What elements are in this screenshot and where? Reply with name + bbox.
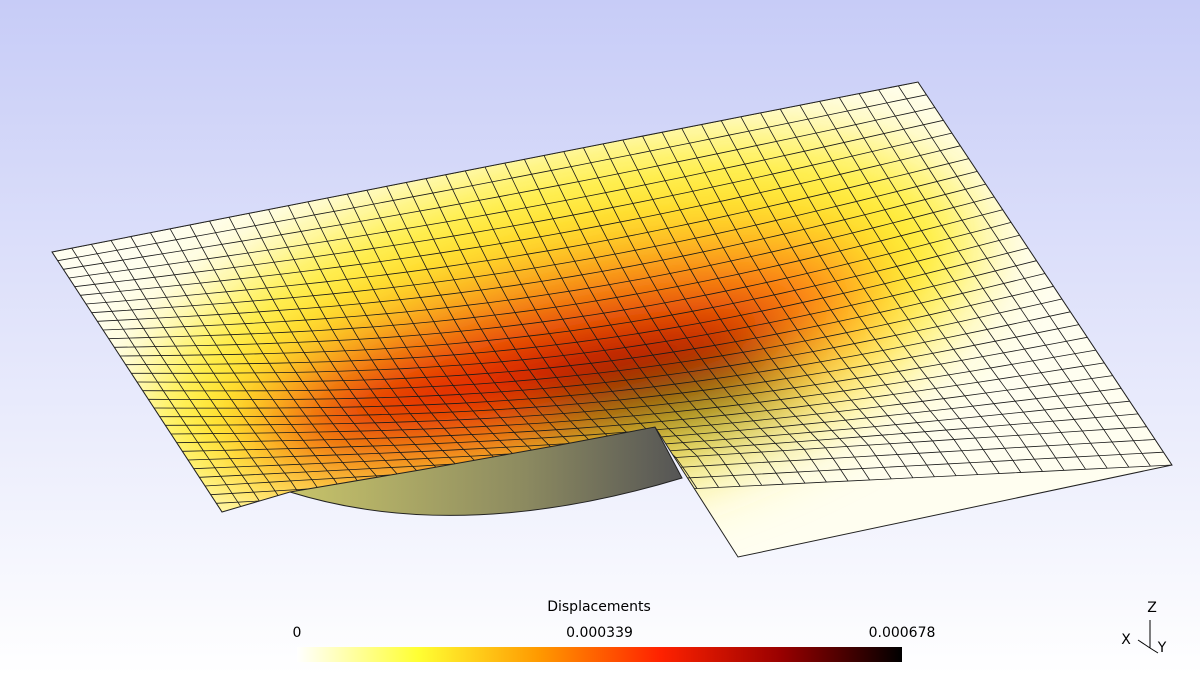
mesh-line	[148, 298, 1062, 400]
colorbar-tick-label: 0.000339	[566, 625, 633, 641]
mesh-line	[68, 119, 944, 279]
mesh-line	[63, 107, 935, 270]
mesh-line	[91, 171, 978, 314]
plate-surface	[52, 82, 1172, 557]
mesh-line	[97, 183, 986, 322]
mesh-line	[131, 260, 1037, 374]
colorbar-tick-label: 0	[293, 625, 302, 641]
axes-triad	[1137, 620, 1159, 654]
mesh-line	[85, 158, 969, 305]
mesh-line	[125, 247, 1029, 366]
mesh-line	[57, 94, 927, 262]
axis-label-x: X	[1121, 632, 1131, 648]
mesh-line	[102, 196, 995, 331]
mesh-line	[74, 132, 952, 288]
mesh-line	[165, 336, 1088, 426]
mesh-line	[176, 362, 1105, 444]
colorbar-title: Displacements	[547, 599, 651, 615]
mesh-line	[119, 234, 1020, 357]
mesh-line	[114, 222, 1012, 348]
axis-label-y: Y	[1157, 640, 1167, 656]
mesh-line	[204, 426, 1147, 487]
mesh-line	[142, 285, 1054, 392]
mesh-line	[159, 324, 1079, 418]
colorbar	[297, 647, 902, 662]
mesh-line	[153, 311, 1071, 409]
axis-label-z: Z	[1147, 600, 1157, 616]
mesh-line	[108, 209, 1003, 340]
mesh-line	[136, 273, 1046, 383]
plate-outline	[51, 81, 1173, 558]
mesh-line	[80, 145, 961, 296]
mesh-line	[170, 349, 1096, 435]
colorbar-tick-label: 0.000678	[869, 625, 936, 641]
